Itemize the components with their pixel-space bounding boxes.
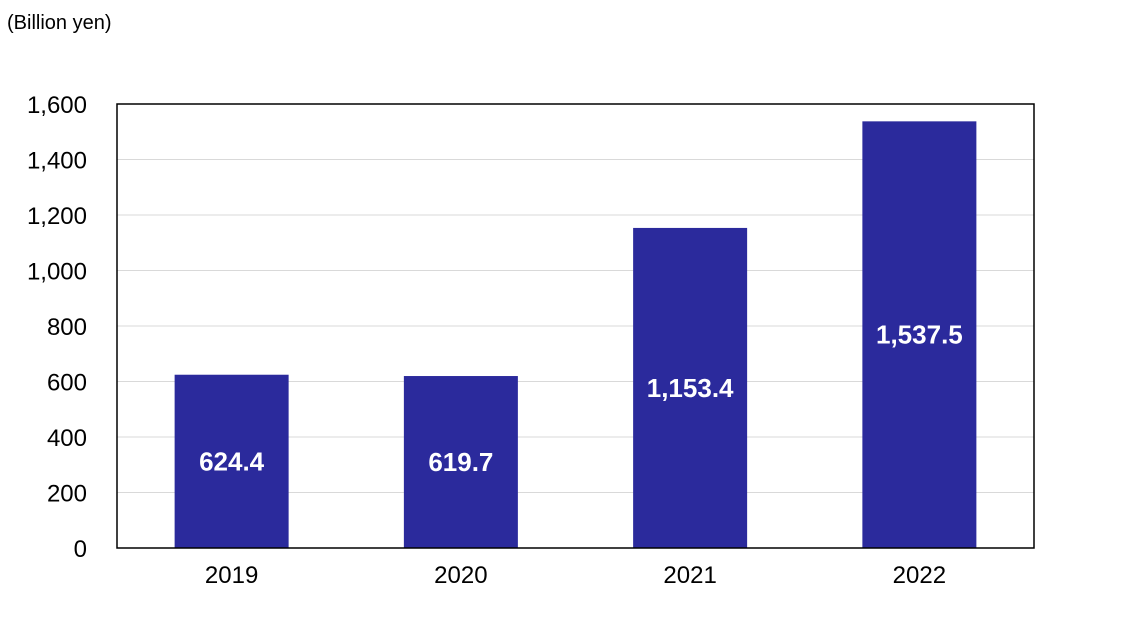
x-tick-label: 2021: [663, 562, 716, 589]
y-tick-label: 0: [74, 536, 87, 563]
x-tick-label: 2020: [434, 562, 487, 589]
data-label-2021: 1,153.4: [647, 373, 734, 403]
y-tick-label: 1,200: [27, 203, 87, 230]
y-tick-label: 800: [47, 314, 87, 341]
plot-frame: [116, 103, 1035, 549]
y-tick-label: 200: [47, 481, 87, 508]
data-label-2020: 619.7: [428, 447, 493, 477]
data-label-2022: 1,537.5: [876, 320, 963, 350]
bar-2022: [862, 121, 977, 548]
bar-2019: [174, 374, 289, 548]
x-tick-label: 2022: [893, 562, 946, 589]
y-tick-label: 400: [47, 425, 87, 452]
y-tick-label: 1,000: [27, 259, 87, 286]
y-tick-label: 600: [47, 370, 87, 397]
data-label-2019: 624.4: [199, 446, 265, 476]
bar-2021: [633, 227, 748, 548]
bar-2020: [403, 376, 518, 548]
unit-label: (Billion yen): [7, 12, 112, 34]
y-tick-label: 1,400: [27, 148, 87, 175]
x-tick-label: 2019: [205, 562, 258, 589]
y-tick-label: 1,600: [27, 92, 87, 119]
